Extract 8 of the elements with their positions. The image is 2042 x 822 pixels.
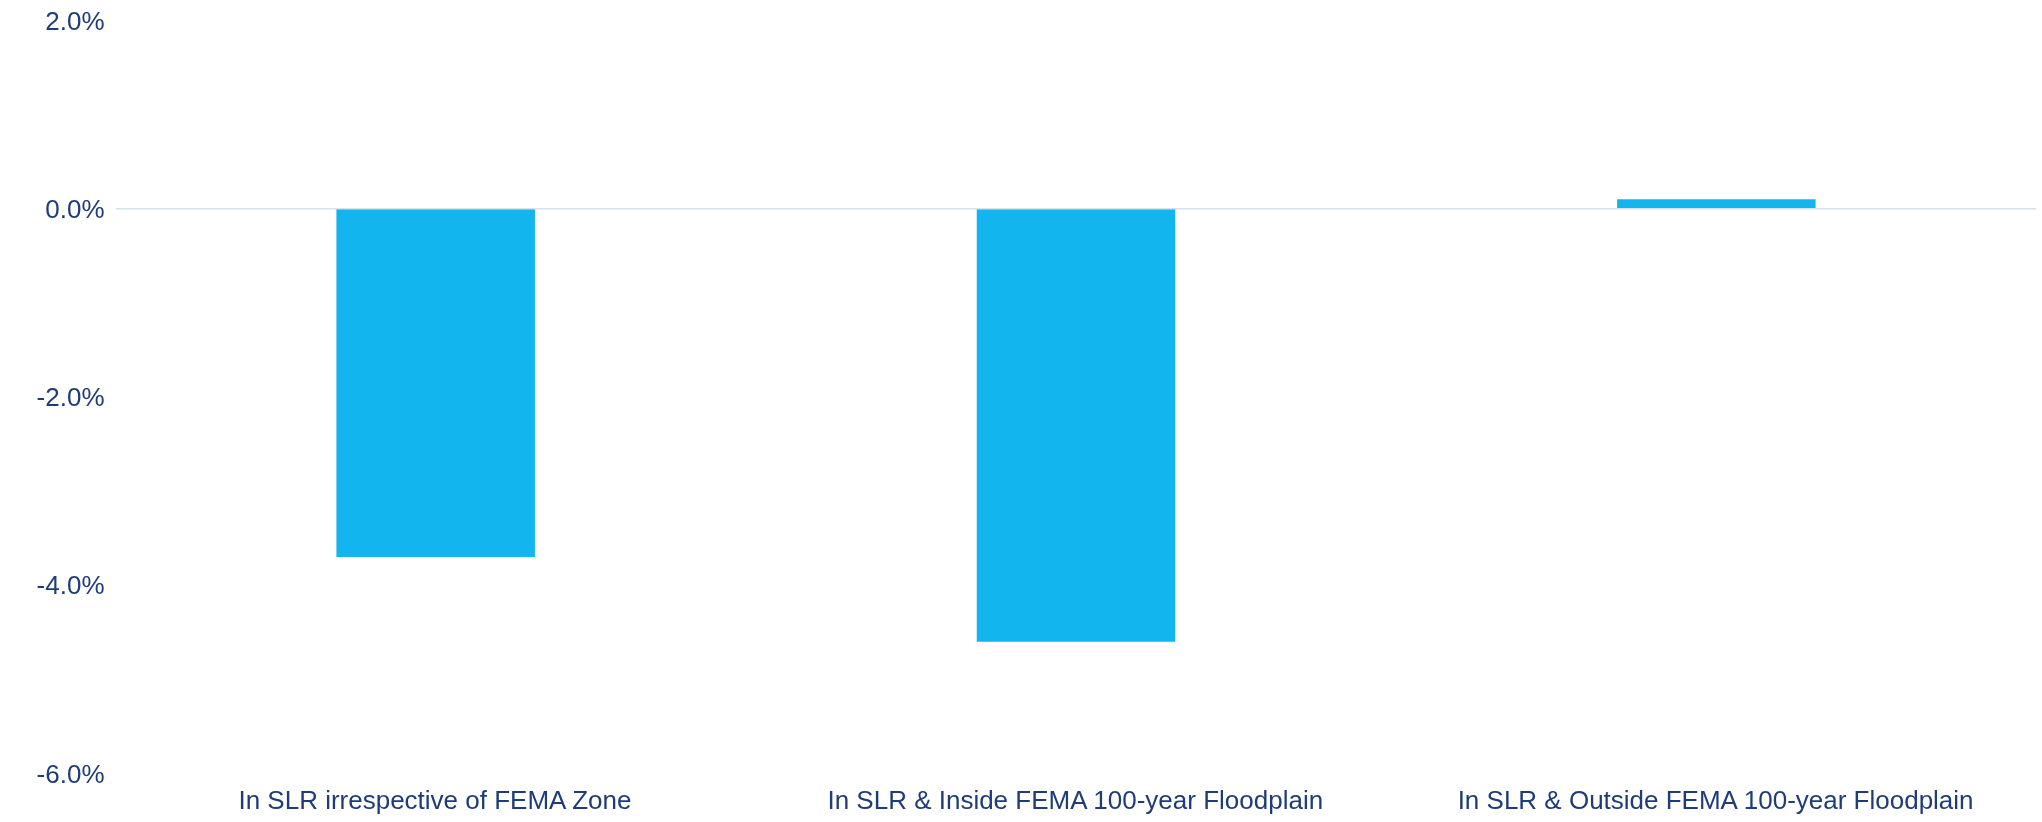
x-tick-label: In SLR & Inside FEMA 100-year Floodplain bbox=[827, 784, 1324, 815]
y-tick-label: -4.0% bbox=[36, 570, 105, 601]
x-tick-label: In SLR irrespective of FEMA Zone bbox=[238, 784, 632, 815]
x-tick-label: In SLR & Outside FEMA 100-year Floodplain bbox=[1457, 784, 1974, 815]
y-tick-label: -6.0% bbox=[36, 758, 105, 789]
y-tick-label: 0.0% bbox=[45, 193, 105, 224]
y-tick-label: 2.0% bbox=[45, 5, 105, 36]
y-tick-label: -2.0% bbox=[36, 382, 105, 412]
